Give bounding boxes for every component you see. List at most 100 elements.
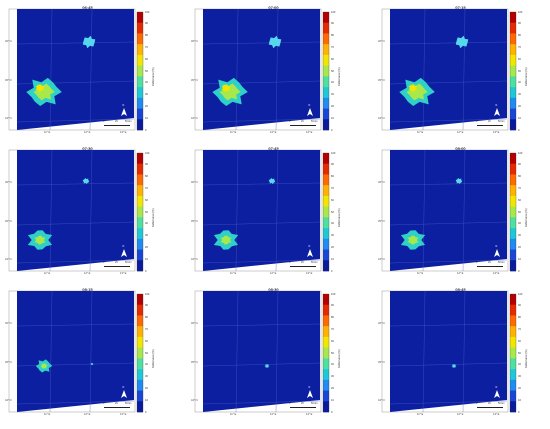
colorbar-title: Reflectance (%) [338,349,341,368]
colorbar-segment [510,294,516,306]
longitude-label: 11° E [417,413,424,416]
colorbar-tick-label: 50 [331,210,334,214]
longitude-gridline [462,149,466,272]
colorbar-segment [323,153,329,165]
cloud-core [220,235,232,245]
map-canvas [8,290,144,413]
colorbar-segment [510,206,516,218]
colorbar-tick-label: 60 [331,57,334,61]
colorbar-segment [137,195,143,207]
latitude-label: 46° N [191,40,198,43]
cloud-region [455,35,469,49]
colorbar-tick-label: 70 [518,328,521,331]
panel-time-label: 07:15 [455,5,466,10]
colorbar-tick-label: 40 [518,222,521,226]
scale-label: 0 [289,120,291,123]
colorbar-segment [323,249,329,261]
colorbar-tick-label: 40 [145,363,148,367]
longitude-gridline [49,290,53,413]
north-label: N [495,386,498,389]
latitude-gridline [202,400,321,405]
reflectance-field [390,150,507,271]
longitude-label: 13° E [493,131,500,134]
colorbar-tick-label: 80 [145,34,148,38]
colorbar-segment [323,390,329,402]
map-canvas [194,290,330,413]
scale-label: 50 km [311,120,318,123]
cloud-region [264,364,270,368]
latitude-label: 46° N [5,322,12,325]
colorbar-tick-label: 50 [145,210,148,214]
colorbar-tick-label: 10 [331,257,334,261]
colorbar-segment [137,12,143,24]
colorbar-segment [137,336,143,348]
latitude-label: 45° N [5,79,12,82]
colorbar-segment [137,379,143,391]
colorbar-tick-label: 40 [145,222,148,226]
colorbar-segment [137,206,143,218]
scale-label: 25 [488,402,491,405]
colorbar-tick-label: 70 [145,328,148,331]
colorbar-tick-label: 100 [145,292,150,296]
colorbar-tick-label: 30 [518,93,521,97]
colorbar-segment [510,108,516,120]
map-canvas [381,149,517,272]
scale-bar [477,125,503,126]
north-arrow-icon [494,249,500,257]
colorbar-tick-label: 80 [518,316,521,320]
colorbar-segment [323,97,329,109]
colorbar-title: Reflectance (%) [525,349,528,368]
colorbar-segment [510,12,516,24]
colorbar-segment [323,33,329,45]
colorbar-tick-label: 70 [518,187,521,190]
latitude-label: 45° N [191,361,198,364]
longitude-gridline [275,8,279,131]
colorbar-segment [323,22,329,34]
north-label: N [122,245,125,248]
colorbar-tick-label: 70 [518,46,521,49]
colorbar-segment [137,185,143,197]
colorbar-segment [510,260,516,272]
colorbar-segment [510,228,516,240]
longitude-gridline [275,290,279,413]
latitude-gridline [389,259,508,264]
colorbar-segment [323,401,329,413]
scale-label: 50 km [311,402,318,405]
colorbar-tick-label: 10 [145,116,148,120]
colorbar-segment [137,249,143,261]
colorbar-segment [137,65,143,77]
colorbar-tick-label: 40 [145,81,148,85]
colorbar-segment [510,369,516,381]
longitude-label: 11° E [44,131,51,134]
scale-label: 0 [476,261,478,264]
longitude-gridline [422,8,426,131]
latitude-label: 45° N [5,361,12,364]
latitude-gridline [16,221,135,226]
colorbar-tick-label: 20 [145,246,148,249]
latitude-label: 44° N [5,399,12,402]
colorbar-segment [510,390,516,402]
map-canvas [194,149,330,272]
longitude-gridline [462,8,466,131]
latitude-label: 44° N [5,117,12,120]
colorbar-tick-label: 70 [331,328,334,331]
longitude-label: 12° E [270,131,277,134]
colorbar-segment [323,65,329,77]
colorbar-frame [136,293,144,413]
colorbar-tick-label: 30 [145,234,148,238]
colorbar-frame [322,152,330,272]
colorbar-tick-label: 50 [145,69,148,73]
latitude-gridline [389,41,508,45]
colorbar-tick-label: 50 [518,210,521,214]
longitude-label: 11° E [417,272,424,275]
colorbar-tick-label: 30 [145,375,148,379]
scale-label: 50 km [125,120,132,123]
colorbar-segment [137,108,143,120]
north-label: N [308,245,311,248]
longitude-gridline [275,149,279,272]
map-panel: 08:00 100 90 80 70 60 50 40 30 20 10 0 Reflectance (… [377,145,545,277]
longitude-label: 12° E [457,413,464,416]
colorbar-tick-label: 10 [518,116,521,120]
colorbar-tick-label: 80 [518,34,521,38]
north-arrow-icon [494,108,500,116]
